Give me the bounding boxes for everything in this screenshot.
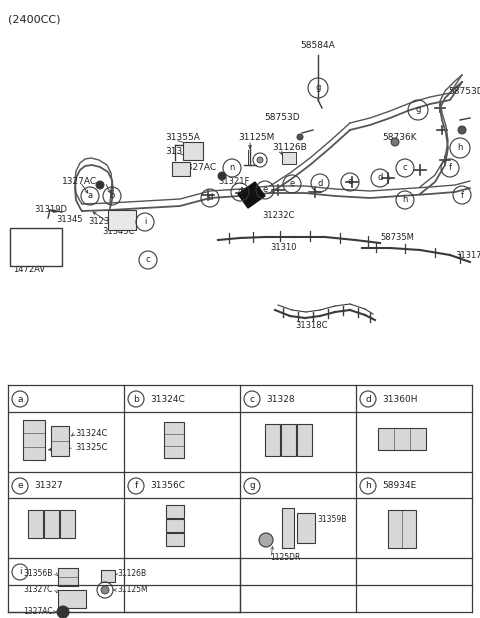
Bar [183,142,203,160]
Text: 31324C: 31324C [75,430,108,439]
Text: c: c [146,255,150,265]
Circle shape [57,606,69,618]
Bar [101,570,115,582]
Text: b: b [109,192,115,200]
Text: i: i [19,567,21,577]
Text: g: g [315,83,321,93]
Circle shape [257,157,263,163]
Text: 1327AC: 1327AC [62,177,97,187]
Text: d: d [365,394,371,404]
Text: 31232: 31232 [88,218,115,227]
Text: 58735M: 58735M [380,234,414,242]
Bar [58,590,86,608]
Text: e: e [17,481,23,491]
Text: 1125DR: 1125DR [270,554,300,562]
Bar [281,424,296,456]
Circle shape [96,181,104,189]
Circle shape [101,586,109,594]
Text: i: i [144,218,146,227]
Text: 1472AV: 1472AV [13,266,45,274]
Text: 58934E: 58934E [382,481,416,491]
Bar [282,152,296,164]
Text: a: a [87,192,93,200]
Text: 1327AC: 1327AC [23,607,53,617]
Bar [58,568,78,586]
Text: 31327C: 31327C [23,585,52,595]
Text: f: f [460,190,464,200]
Text: 58753D: 58753D [448,88,480,96]
Text: d: d [317,179,323,187]
Text: e: e [348,177,353,187]
Bar [282,508,294,548]
Polygon shape [238,182,265,208]
Text: 58584A: 58584A [300,41,336,49]
Bar [108,210,136,230]
Text: 31327: 31327 [34,481,62,491]
Text: c: c [403,164,408,172]
Text: 1327AC: 1327AC [182,164,217,172]
Text: e: e [289,179,295,188]
Bar [166,505,184,518]
Text: 31321F: 31321F [218,177,250,187]
Text: a: a [17,394,23,404]
Text: 31327: 31327 [165,148,193,156]
Text: g: g [415,106,420,114]
Bar [23,420,45,460]
Bar [172,162,190,176]
Text: 31324C: 31324C [150,394,185,404]
Text: e: e [263,185,268,195]
Bar [60,510,75,538]
Bar [10,228,62,266]
Text: f: f [448,164,452,172]
Bar [265,424,280,456]
Text: (2400CC): (2400CC) [8,14,60,24]
Text: d: d [207,193,213,203]
Bar [51,426,69,456]
Text: b: b [133,394,139,404]
Text: f: f [134,481,138,491]
Text: 31310: 31310 [270,243,297,253]
Text: d: d [237,187,243,197]
Bar [297,424,312,456]
Text: 31232C: 31232C [262,211,294,219]
Bar [297,513,315,543]
Text: 31356B: 31356B [23,570,52,578]
Text: 31360H: 31360H [382,394,418,404]
Bar [166,519,184,532]
Bar [378,428,426,450]
Bar [164,422,184,458]
Text: 31125M: 31125M [238,133,275,143]
Text: n: n [229,164,235,172]
Text: 31126B: 31126B [117,570,146,578]
Circle shape [218,172,226,180]
Bar [166,533,184,546]
Circle shape [259,533,273,547]
Text: 31317C: 31317C [455,250,480,260]
Text: h: h [457,143,463,153]
Text: c: c [250,394,254,404]
Bar [28,510,43,538]
Text: 58736K: 58736K [382,133,417,143]
Text: 31356C: 31356C [150,481,185,491]
Circle shape [458,126,466,134]
Circle shape [391,138,399,146]
Circle shape [297,134,303,140]
Text: 31359B: 31359B [317,515,347,525]
Text: g: g [249,481,255,491]
Text: 31318C: 31318C [296,321,328,329]
Text: d: d [377,174,383,182]
Text: 31325C: 31325C [75,444,108,452]
Bar [44,510,59,538]
Bar [388,510,416,548]
Text: 31319D: 31319D [34,206,67,214]
Text: 31328: 31328 [266,394,295,404]
Text: 31125M: 31125M [117,585,148,595]
Text: 31345: 31345 [56,216,83,224]
Text: h: h [402,195,408,205]
Text: 31355A: 31355A [165,133,200,143]
Text: h: h [365,481,371,491]
Text: 58753D: 58753D [264,114,300,122]
Text: 31345C: 31345C [102,227,134,237]
Text: 31126B: 31126B [272,143,307,153]
